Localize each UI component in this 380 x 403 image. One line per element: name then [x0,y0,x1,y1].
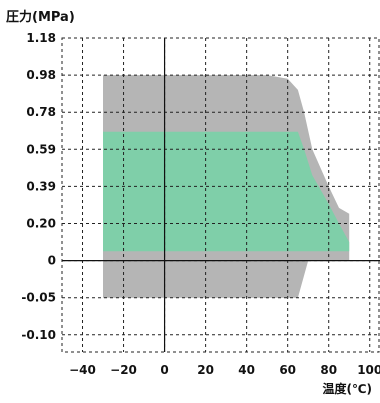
x-tick-label: 100 [357,363,380,377]
x-axis-title: 温度(℃) [322,382,372,396]
x-tick-label: 60 [279,363,296,377]
y-tick-label: -0.05 [21,291,56,305]
y-tick-label: 0.78 [26,105,56,119]
x-tick-label: −40 [69,363,96,377]
y-tick-label: 0.98 [26,68,56,82]
y-tick-label: 1.18 [26,31,56,45]
y-tick-label: 0.20 [26,217,56,231]
x-tick-label: 80 [320,363,337,377]
x-tick-label: 20 [197,363,214,377]
y-axis-title: 圧力(MPa) [6,10,75,25]
y-tick-label: 0.59 [26,142,56,156]
y-tick-label: 0.39 [26,179,56,193]
y-tick-label: -0.10 [21,328,56,342]
x-tick-label: 0 [160,363,168,377]
plot-frame [61,37,380,353]
y-tick-label: 0 [48,254,56,268]
x-tick-label: −20 [110,363,137,377]
x-tick-label: 40 [238,363,255,377]
